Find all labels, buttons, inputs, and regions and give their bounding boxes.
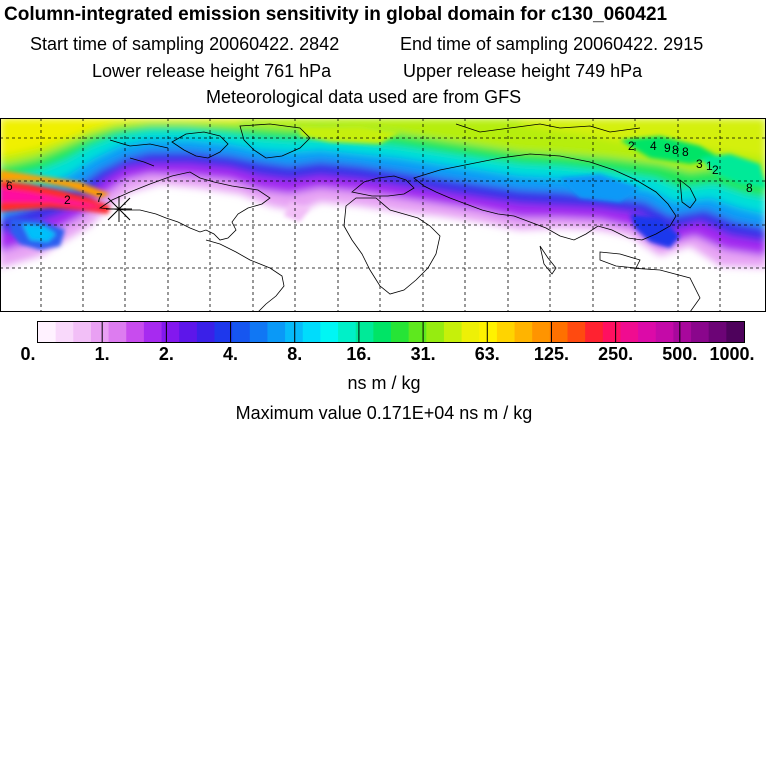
sensitivity-field (0, 118, 766, 268)
colorbar-swatch (496, 322, 516, 342)
colorbar-swatch (267, 322, 286, 342)
colorbar-swatch (691, 322, 710, 342)
colorbar-tick-label: 1000. (709, 344, 755, 364)
colorbar-swatch (638, 322, 657, 342)
colorbar-swatch (196, 322, 216, 342)
colorbar-tick-label: 125. (533, 344, 569, 364)
lat-lon-grid (0, 118, 766, 312)
colorbar-swatch (585, 322, 604, 342)
contour-label: 4 (650, 139, 657, 153)
release-location-marker (106, 196, 132, 222)
colorbar-tick-label: 500. (662, 344, 698, 364)
colorbar-swatch (408, 322, 427, 342)
colorbar-swatch (73, 322, 92, 342)
colorbar-swatch (90, 322, 110, 342)
colorbar-swatch (249, 322, 269, 342)
colorbar-swatch (443, 322, 463, 342)
colorbar-swatch (232, 322, 251, 342)
colorbar-swatch (461, 322, 480, 342)
colorbar-swatch (655, 322, 674, 342)
colorbar-swatch (602, 322, 622, 342)
colorbar-swatch (143, 322, 163, 342)
colorbar-tick-label: 31. (410, 344, 436, 364)
colorbar-swatch (285, 322, 304, 342)
colorbar-swatch (567, 322, 586, 342)
colorbar-swatch (108, 322, 127, 342)
colorbar-swatch (126, 322, 145, 342)
colorbar-swatch (179, 322, 198, 342)
map-frame (0, 118, 766, 312)
contour-label: 3 (696, 157, 703, 171)
coastlines (98, 123, 701, 312)
plot-title: Column-integrated emission sensitivity i… (4, 4, 668, 25)
colorbar-swatch (532, 322, 551, 342)
colorbar-swatch (55, 322, 74, 342)
colorbar-swatch (708, 322, 727, 342)
maximum-value-label: Maximum value 0.171E+04 ns m / kg (235, 403, 533, 423)
colorbar (37, 321, 745, 343)
contour-label: 8 (672, 143, 679, 157)
colorbar-tick-label: 63. (474, 344, 500, 364)
colorbar-swatch (38, 322, 57, 342)
colorbar-swatch (426, 322, 445, 342)
colorbar-tick-label: 16. (346, 344, 372, 364)
colorbar-tick-label: 4. (223, 344, 239, 364)
colorbar-swatch (302, 322, 321, 342)
colorbar-swatch (161, 322, 180, 342)
colorbar-swatch (373, 322, 392, 342)
colorbar-frame (37, 321, 745, 343)
colorbar-swatch (549, 322, 569, 342)
lower-release-height-label: Lower release height 761 hPa (92, 61, 332, 81)
contour-label: 8 (682, 145, 689, 159)
contour-label: 2 (628, 139, 635, 153)
colorbar-swatch (726, 322, 745, 342)
emission-sensitivity-map: 6 2 7 2 4 9 8 8 3 1 2 8 (0, 118, 766, 312)
contour-label: 7 (96, 191, 103, 205)
colorbar-swatch (673, 322, 692, 342)
colorbar-swatch (620, 322, 639, 342)
contour-label: 1 (706, 159, 713, 173)
colorbar-tick-label: 0. (20, 344, 36, 364)
colorbar-unit: ns m / kg (347, 373, 421, 393)
colorbar-tick-label: 250. (598, 344, 634, 364)
colorbar-swatch (391, 322, 410, 342)
contour-label: 2 (712, 163, 719, 177)
met-data-label: Meteorological data used are from GFS (206, 87, 522, 107)
contour-label: 8 (746, 181, 753, 195)
end-time-label: End time of sampling 20060422. 2915 (400, 34, 704, 54)
colorbar-swatch (338, 322, 357, 342)
colorbar-tick-label: 2. (158, 344, 174, 364)
colorbar-swatch (214, 322, 233, 342)
colorbar-swatch (355, 322, 374, 342)
colorbar-tick-label: 1. (94, 344, 110, 364)
colorbar-swatch (479, 322, 498, 342)
colorbar-tick-label: 8. (287, 344, 303, 364)
contour-label: 2 (64, 193, 71, 207)
colorbar-swatch (320, 322, 339, 342)
upper-release-height-label: Upper release height 749 hPa (403, 61, 643, 81)
contour-label: 9 (664, 141, 671, 155)
contour-label: 6 (6, 179, 13, 193)
colorbar-swatch (514, 322, 533, 342)
start-time-label: Start time of sampling 20060422. 2842 (30, 34, 340, 54)
